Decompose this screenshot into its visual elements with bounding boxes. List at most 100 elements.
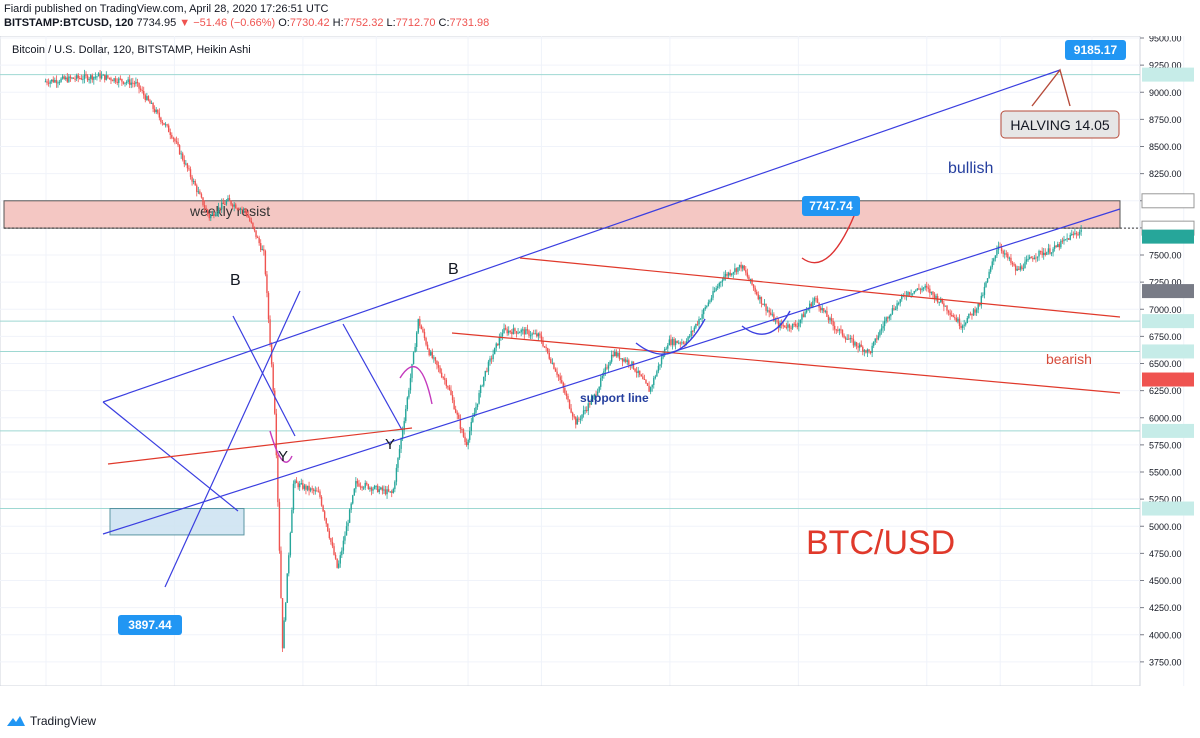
- candle-body: [492, 354, 494, 360]
- candle-body: [313, 489, 315, 491]
- candle-body: [830, 318, 833, 321]
- candle-body: [531, 333, 533, 336]
- candle-body: [104, 74, 106, 80]
- candle-body: [350, 503, 352, 510]
- candle-body: [919, 289, 922, 291]
- candle-body: [125, 82, 128, 84]
- candle-body: [447, 385, 449, 388]
- y-tick-label: 6750.00: [1149, 332, 1182, 342]
- candle-body: [773, 314, 775, 322]
- candle-body: [111, 80, 114, 82]
- candle-body: [793, 323, 795, 325]
- candle-body: [869, 351, 872, 354]
- candle-body: [944, 305, 947, 307]
- candle-body: [177, 142, 179, 146]
- candle-body: [685, 341, 688, 345]
- candle-body: [958, 318, 961, 327]
- footer-brand: TradingView: [30, 714, 97, 728]
- arrow-curve-rebound: [741, 310, 791, 335]
- candle-body: [150, 102, 153, 104]
- candle-body: [790, 327, 792, 329]
- candle-body: [80, 78, 83, 80]
- candle-body: [757, 294, 759, 300]
- candle-body: [380, 487, 382, 490]
- candle-body: [529, 335, 532, 337]
- candle-body: [470, 421, 472, 431]
- candle-body: [161, 121, 164, 124]
- chart-area[interactable]: weekly resist bullish bearish support line…: [0, 34, 1200, 704]
- candle-body: [511, 331, 513, 335]
- candle-body: [213, 213, 215, 217]
- price-axis[interactable]: 9500.00 9250.00 9000.00 8750.00 8500.00 8250.…: [1140, 34, 1195, 667]
- candle-body: [1018, 268, 1020, 270]
- candle-body: [539, 333, 541, 336]
- candle-body: [592, 396, 594, 399]
- candle-body: [665, 348, 667, 350]
- candle-body: [568, 399, 571, 409]
- abc-line-2: [342, 323, 403, 431]
- candle-body: [408, 390, 410, 398]
- candle-body: [720, 281, 722, 284]
- candle-body: [965, 322, 967, 325]
- callout-mid-bg: [802, 196, 860, 216]
- candle-body: [258, 237, 260, 244]
- candle-body: [77, 75, 79, 79]
- callout-top-bg: [1065, 40, 1126, 60]
- candle-body: [96, 76, 98, 78]
- candle-body: [841, 329, 844, 336]
- candle-body: [49, 81, 51, 84]
- candle-body: [294, 480, 296, 484]
- candle-body: [593, 394, 596, 397]
- weekly-resist-label: weekly resist: [189, 203, 270, 219]
- candle-body: [319, 491, 321, 497]
- candle-body: [598, 386, 600, 392]
- candle-body: [1060, 240, 1062, 248]
- candle-body: [86, 75, 89, 81]
- candle-body: [422, 329, 424, 332]
- candle-body: [600, 378, 602, 387]
- candle-body: [448, 387, 451, 390]
- candle-body: [863, 350, 866, 352]
- candle-body: [352, 495, 354, 504]
- candle-body: [210, 215, 212, 219]
- candle-body: [462, 429, 465, 437]
- candle-body: [450, 389, 452, 396]
- candle-body: [784, 325, 786, 328]
- candle-body: [751, 278, 753, 285]
- pair-label: BTC/USD: [806, 524, 955, 562]
- y-tick-label: 4250.00: [1149, 603, 1182, 613]
- candle-body: [969, 313, 972, 315]
- candle-body: [1053, 245, 1056, 249]
- candle-body: [824, 310, 827, 312]
- candle-body: [645, 379, 647, 384]
- callout-mid: 7747.74: [809, 199, 853, 213]
- candle-body: [860, 344, 862, 347]
- candle-body: [436, 360, 438, 366]
- price-chart[interactable]: weekly resist bullish bearish support line…: [0, 34, 1200, 704]
- candle-body: [1004, 253, 1006, 255]
- candle-body: [634, 368, 636, 372]
- candle-body: [186, 163, 189, 169]
- wave-b-label-2: B: [448, 261, 459, 278]
- candle-body: [908, 292, 911, 295]
- candle-body: [409, 378, 412, 391]
- candle-body: [668, 339, 671, 346]
- candle-body: [398, 448, 401, 458]
- candle-body: [269, 319, 271, 344]
- candle-body: [305, 485, 307, 490]
- candle-body: [373, 485, 376, 489]
- candle-body: [395, 467, 398, 482]
- candle-body: [327, 523, 329, 532]
- candle-body: [1024, 261, 1026, 269]
- candle-body: [389, 491, 391, 493]
- candle-body: [158, 112, 161, 118]
- candle-body: [219, 207, 221, 210]
- price-level-tag: [1142, 372, 1194, 387]
- candle-body: [858, 344, 861, 348]
- candle-body: [885, 317, 887, 322]
- candle-body: [631, 361, 633, 366]
- candle-body: [670, 339, 672, 345]
- y-tick-label: 4500.00: [1149, 576, 1182, 586]
- candle-body: [147, 96, 150, 101]
- candle-body: [197, 191, 200, 193]
